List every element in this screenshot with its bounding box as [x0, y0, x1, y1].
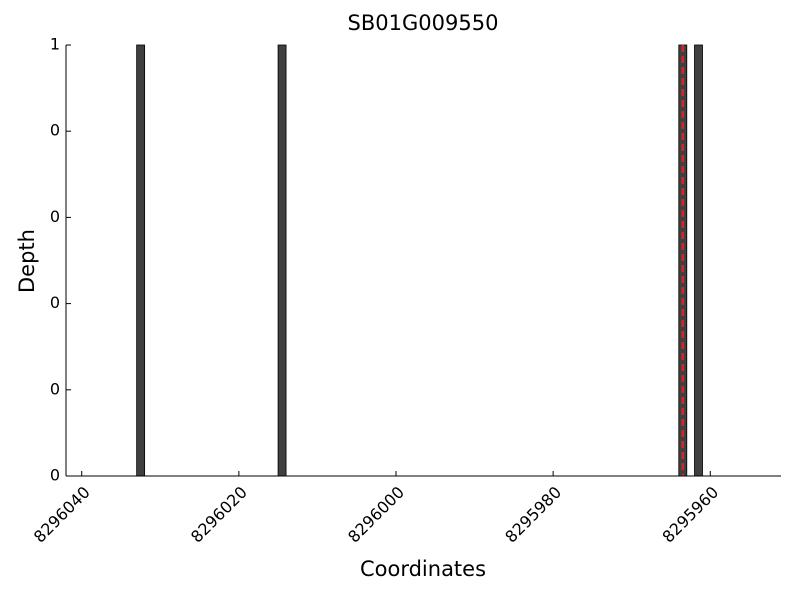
- x-tick-label: 8296020: [187, 483, 251, 547]
- bar: [694, 44, 703, 477]
- y-tick-label: 0: [50, 293, 60, 312]
- x-tick-label: 8296000: [344, 483, 408, 547]
- y-tick-label: 1: [50, 35, 60, 54]
- x-axis-label: Coordinates: [360, 557, 486, 581]
- x-tick-label: 8296040: [30, 483, 94, 547]
- x-tick-label: 8295980: [501, 483, 565, 547]
- y-axis-label: Depth: [15, 229, 39, 293]
- chart-title: SB01G009550: [348, 11, 499, 35]
- y-tick-label: 0: [50, 379, 60, 398]
- bar: [136, 44, 146, 477]
- y-tick-label: 0: [50, 207, 60, 226]
- y-tick-label: 0: [50, 466, 60, 485]
- y-tick-label: 0: [50, 121, 60, 140]
- bar: [277, 44, 287, 477]
- x-tick-label: 8295960: [658, 483, 722, 547]
